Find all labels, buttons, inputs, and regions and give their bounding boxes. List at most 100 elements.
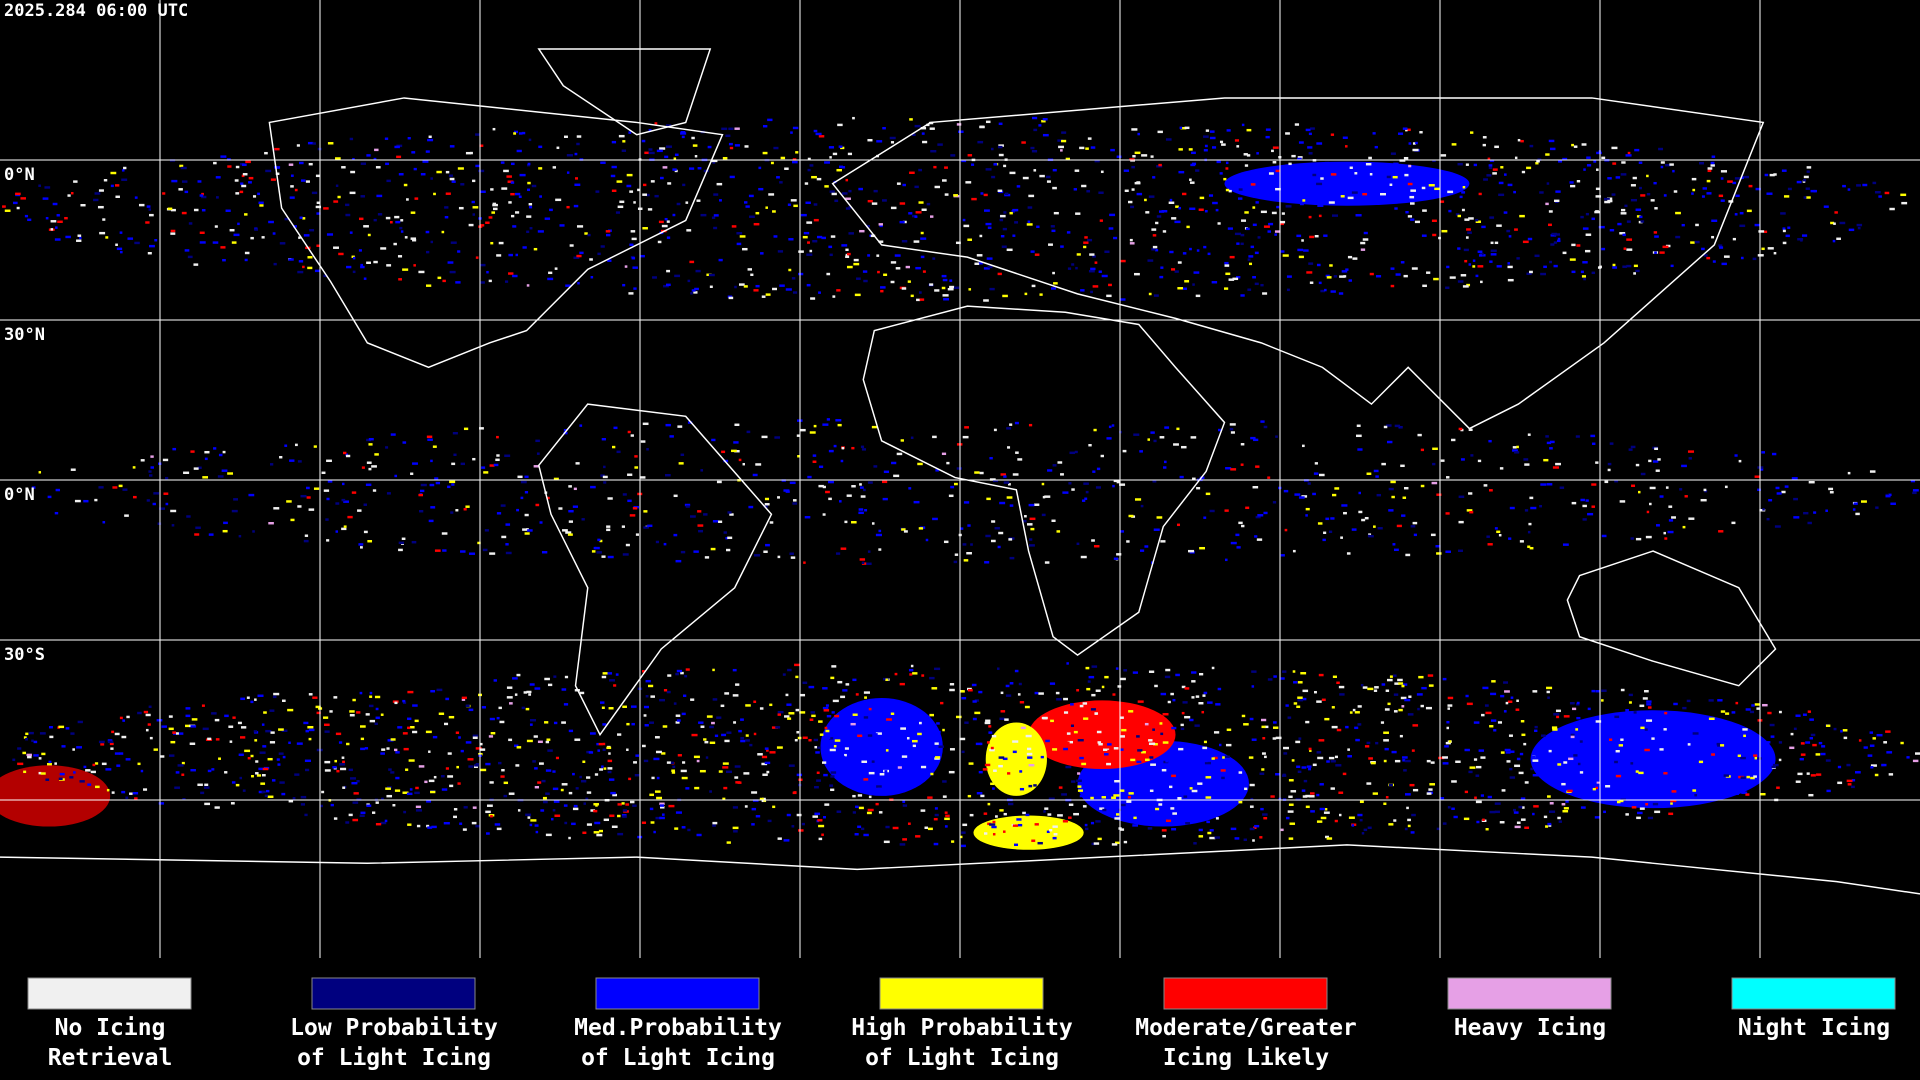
icing-pixel xyxy=(1157,130,1163,134)
icing-pixel xyxy=(944,166,948,169)
icing-pixel xyxy=(700,725,705,728)
icing-pixel xyxy=(1297,156,1303,159)
icing-pixel xyxy=(475,164,481,168)
icing-pixel xyxy=(1318,739,1325,742)
icing-pixel xyxy=(674,827,679,830)
icing-pixel xyxy=(794,663,800,667)
icing-pixel xyxy=(26,753,32,757)
icing-pixel xyxy=(325,518,329,521)
icing-pixel xyxy=(1225,467,1232,470)
icing-pixel xyxy=(1451,807,1455,811)
icing-pixel xyxy=(27,218,32,222)
icing-pixel xyxy=(642,670,645,673)
icing-pixel xyxy=(807,157,811,161)
icing-pixel xyxy=(1087,725,1092,728)
icing-pixel xyxy=(1370,761,1376,765)
icing-pixel xyxy=(864,696,867,699)
icing-pixel xyxy=(1017,693,1021,696)
icing-pixel xyxy=(713,214,719,217)
icing-pixel xyxy=(611,189,617,193)
icing-pixel xyxy=(1099,219,1103,222)
icing-pixel xyxy=(768,193,775,196)
icing-pixel xyxy=(1402,756,1408,759)
icing-pixel xyxy=(632,804,637,807)
icing-pixel xyxy=(1442,677,1447,681)
legend-label: of Light Icing xyxy=(865,1045,1059,1071)
icing-pixel xyxy=(31,486,36,489)
icing-pixel xyxy=(1557,816,1561,820)
icing-pixel xyxy=(1374,686,1379,689)
icing-pixel xyxy=(366,804,372,807)
icing-pixel xyxy=(428,779,435,783)
icing-pixel xyxy=(398,541,405,545)
icing-pixel xyxy=(1286,275,1292,278)
icing-pixel xyxy=(451,483,455,486)
icing-pixel xyxy=(1469,766,1476,769)
icing-pixel xyxy=(1203,691,1208,695)
icing-pixel xyxy=(1885,730,1891,733)
icing-pixel xyxy=(1778,741,1783,744)
icing-pixel xyxy=(734,144,740,147)
icing-pixel xyxy=(845,197,851,200)
icing-pixel xyxy=(308,737,312,741)
icing-pixel xyxy=(852,811,856,814)
icing-pixel xyxy=(1640,472,1646,476)
icing-pixel xyxy=(1615,774,1622,778)
icing-pixel xyxy=(1063,697,1068,701)
icing-pixel xyxy=(1096,730,1102,734)
icing-pixel xyxy=(905,265,910,269)
icing-pixel xyxy=(665,423,671,427)
icing-pixel xyxy=(1263,225,1270,228)
icing-pixel xyxy=(863,488,866,492)
icing-pixel xyxy=(642,422,649,426)
icing-pixel xyxy=(1342,136,1348,139)
icing-pixel xyxy=(384,137,389,140)
icing-pixel xyxy=(912,744,916,748)
icing-pixel xyxy=(960,527,964,530)
icing-pixel xyxy=(1193,271,1200,274)
icing-pixel xyxy=(1081,184,1087,188)
icing-pixel xyxy=(828,146,835,149)
icing-pixel xyxy=(1076,710,1080,713)
icing-pixel xyxy=(576,142,580,146)
icing-pixel xyxy=(1405,210,1409,214)
icing-pixel xyxy=(1273,675,1277,678)
icing-pixel xyxy=(554,267,558,270)
icing-pixel xyxy=(736,242,742,246)
icing-pixel xyxy=(490,188,494,191)
icing-pixel xyxy=(1066,662,1069,665)
icing-pixel xyxy=(324,723,330,727)
icing-pixel xyxy=(555,198,562,202)
icing-pixel xyxy=(134,241,140,245)
icing-pixel xyxy=(1582,261,1588,264)
icing-pixel xyxy=(1320,816,1327,820)
icing-pixel xyxy=(861,760,868,763)
icing-pixel xyxy=(958,130,964,133)
icing-pixel xyxy=(902,800,906,804)
icing-pixel xyxy=(1252,276,1256,279)
icing-pixel xyxy=(74,499,81,503)
icing-pixel xyxy=(846,265,853,269)
icing-pixel xyxy=(516,746,522,749)
icing-pixel xyxy=(380,247,387,250)
icing-pixel xyxy=(1079,794,1084,798)
icing-pixel xyxy=(910,294,914,298)
icing-pixel xyxy=(1347,255,1353,259)
icing-pixel xyxy=(1332,214,1339,217)
icing-pixel xyxy=(1357,705,1362,708)
icing-pixel xyxy=(1263,425,1268,429)
icing-pixel xyxy=(397,255,403,258)
icing-pixel xyxy=(1196,249,1200,252)
icing-pixel xyxy=(1439,200,1445,203)
icing-pixel xyxy=(1595,187,1600,191)
legend-swatch xyxy=(27,977,192,1010)
icing-pixel xyxy=(73,180,78,183)
icing-pixel xyxy=(358,249,362,252)
icing-pixel xyxy=(1000,710,1006,713)
icing-pixel xyxy=(612,445,616,449)
icing-pixel xyxy=(645,679,651,683)
icing-pixel xyxy=(297,460,302,463)
icing-pixel xyxy=(1484,704,1489,707)
icing-pixel xyxy=(728,296,734,300)
icing-pixel xyxy=(590,276,594,279)
